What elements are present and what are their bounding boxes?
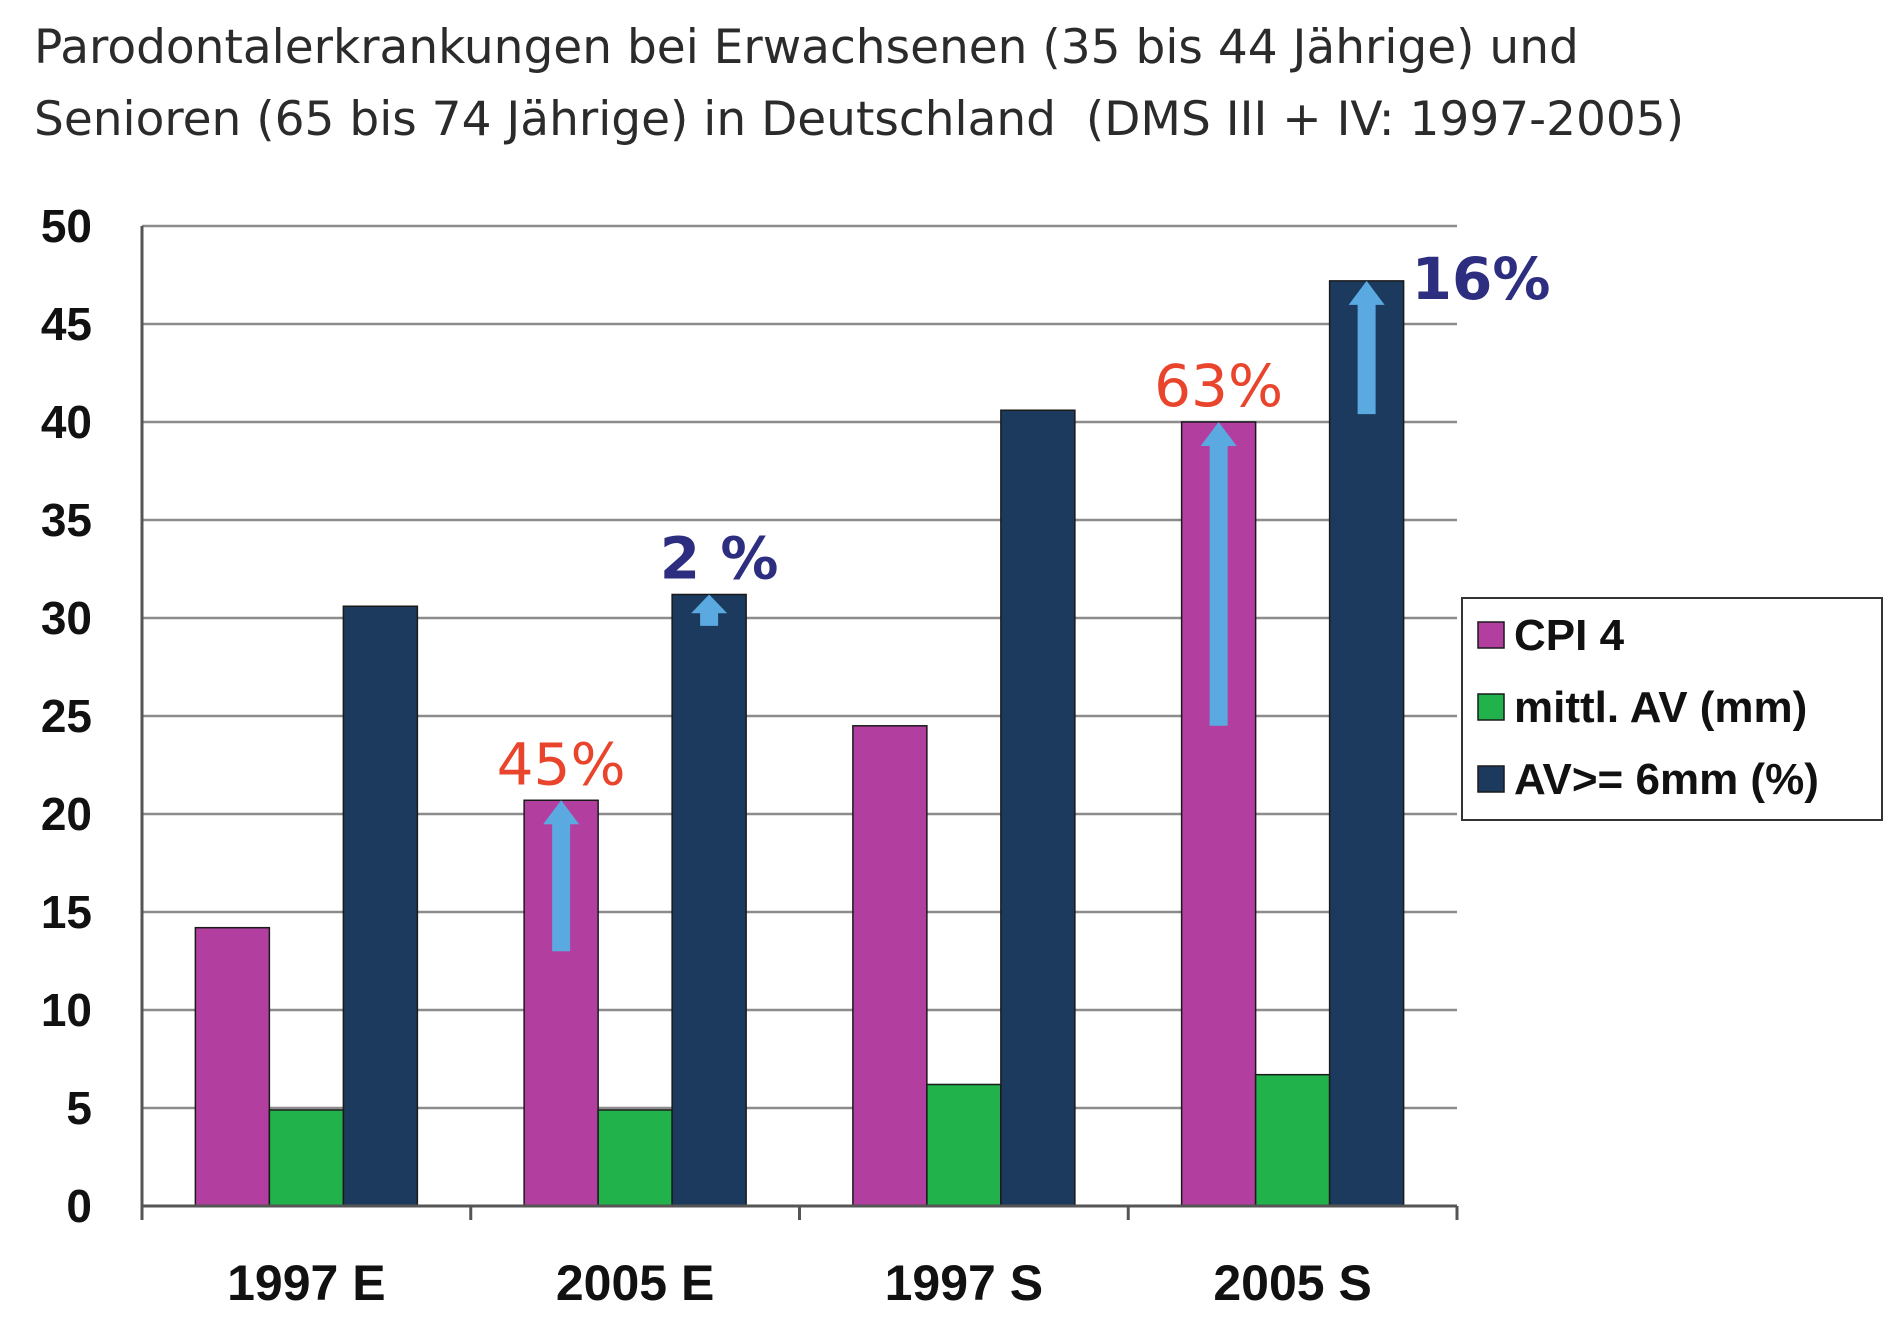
x-tick-label: 2005 S xyxy=(1213,1255,1371,1311)
bar-mittl-av-mm xyxy=(268,1109,345,1207)
y-tick-label: 45 xyxy=(41,298,92,350)
x-tick-label: 1997 E xyxy=(227,1255,385,1311)
legend-swatch xyxy=(1477,621,1505,649)
y-tick-label: 5 xyxy=(66,1082,92,1134)
bar-cpi-4 xyxy=(852,725,928,1207)
bar-av-6mm xyxy=(1000,409,1076,1207)
bar-mittl-av-mm xyxy=(597,1109,673,1207)
y-tick-label: 25 xyxy=(41,690,92,742)
bar-mittl-av-mm xyxy=(1254,1073,1331,1207)
legend: CPI 4 mittl. AV (mm) AV>= 6mm (%) xyxy=(1461,597,1883,821)
legend-label: mittl. AV (mm) xyxy=(1514,683,1807,732)
y-tick-label: 35 xyxy=(41,494,92,546)
y-tick-label: 10 xyxy=(41,984,92,1036)
percent-change-annotation: 45% xyxy=(497,730,626,798)
percent-change-annotation: 16% xyxy=(1412,245,1551,313)
y-tick-label: 50 xyxy=(41,200,92,252)
chart-title-line-2: Senioren (65 bis 74 Jährige) in Deutschl… xyxy=(34,92,1685,147)
up-arrow-icon xyxy=(1200,422,1237,726)
axes: 0 5 10 15 20 25 30 35 40 45 50 1997 E 2005 E 1997 S 20… xyxy=(41,200,1459,1311)
legend-box xyxy=(1461,597,1883,821)
x-tick-label: 2005 E xyxy=(556,1255,714,1311)
up-arrow-icon xyxy=(1348,280,1385,415)
up-arrow-icon xyxy=(543,800,580,952)
x-tick-label: 1997 S xyxy=(885,1255,1043,1311)
bar-av-6mm xyxy=(671,593,747,1207)
legend-label: AV>= 6mm (%) xyxy=(1514,755,1819,804)
y-tick-label: 0 xyxy=(66,1180,92,1232)
y-tick-label: 15 xyxy=(41,886,92,938)
legend-swatch xyxy=(1477,765,1505,793)
chart-title-line-1: Parodontalerkrankungen bei Erwachsenen (… xyxy=(34,20,1579,75)
y-tick-label: 20 xyxy=(41,788,92,840)
bar-av-6mm xyxy=(342,605,419,1207)
bar-mittl-av-mm xyxy=(926,1083,1002,1207)
y-tick-label: 40 xyxy=(41,396,92,448)
up-arrow-icon xyxy=(691,594,728,626)
percent-change-annotation: 63% xyxy=(1154,352,1283,420)
chart-title: Parodontalerkrankungen bei Erwachsenen (… xyxy=(34,12,1834,156)
legend-swatch xyxy=(1477,693,1505,721)
percent-change-annotation: 2 % xyxy=(660,524,779,592)
annotations: 45% 2 % 63% 16% xyxy=(497,245,1551,952)
y-tick-label: 30 xyxy=(41,592,92,644)
bar-cpi-4 xyxy=(194,926,271,1207)
legend-label: CPI 4 xyxy=(1514,611,1625,660)
bar-av-6mm xyxy=(1328,280,1405,1207)
